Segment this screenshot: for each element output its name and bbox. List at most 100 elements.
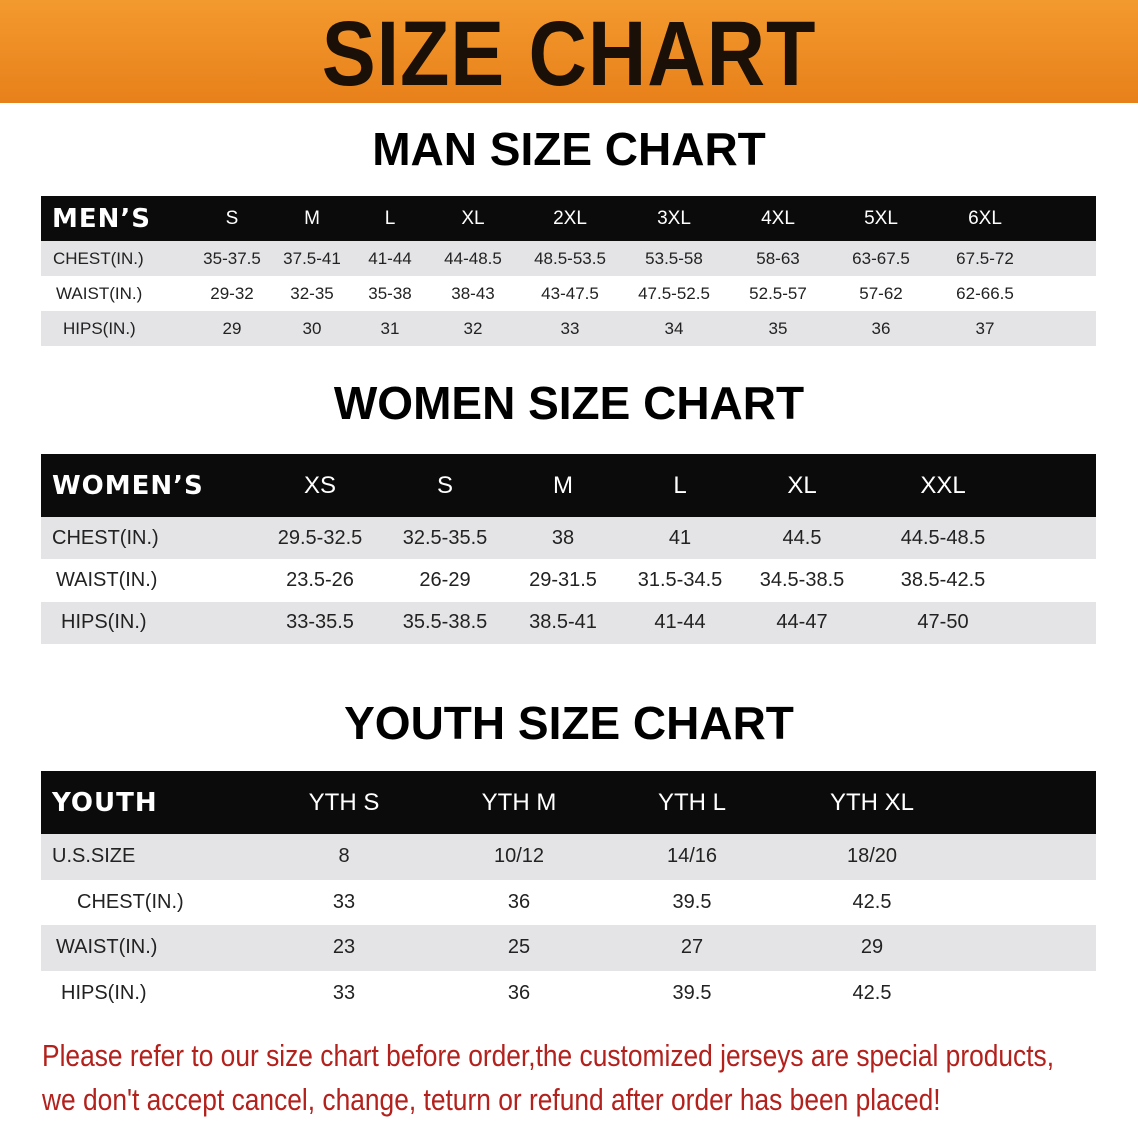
measure-value: 38-43 xyxy=(451,283,495,303)
table-label-header: MEN’S xyxy=(52,203,151,234)
measure-value: 44.5-48.5 xyxy=(900,526,986,549)
measure-value: 36 xyxy=(507,981,531,1004)
measure-value: 38.5-41 xyxy=(529,611,597,634)
size-header: L xyxy=(384,207,396,229)
measure-value: 33 xyxy=(332,981,356,1004)
measure-value: 47-50 xyxy=(917,611,969,634)
measure-value: 63-67.5 xyxy=(852,248,910,268)
measure-value: 8 xyxy=(338,845,350,868)
measure-value: 52.5-57 xyxy=(749,283,807,303)
measure-value: 34 xyxy=(664,318,684,338)
measure-value: 38 xyxy=(551,526,575,549)
measure-label: HIPS(IN.) xyxy=(61,611,147,634)
measure-value: 31 xyxy=(380,318,400,338)
table-row: CHEST(IN.) 29.5-32.5 32.5-35.5 38 41 44.5 44.5… xyxy=(41,517,1096,560)
measure-value: 23.5-26 xyxy=(286,568,354,591)
table-row: WAIST(IN.) 23 25 27 29 xyxy=(41,925,1096,971)
women-header-row: WOMEN’S XS S M L XL XXL xyxy=(41,454,1096,517)
measure-value: 29 xyxy=(222,318,242,338)
table-row: CHEST(IN.) 35-37.5 37.5-41 41-44 44-48.5 48.5… xyxy=(41,241,1096,276)
youth-section-title: YOUTH SIZE CHART xyxy=(344,697,794,749)
table-label-header: WOMEN’S xyxy=(52,470,204,501)
table-row: WAIST(IN.) 23.5-26 26-29 29-31.5 31.5-34.5 34… xyxy=(41,559,1096,601)
table-row: U.S.SIZE 8 10/12 14/16 18/20 xyxy=(41,834,1096,880)
measure-value: 39.5 xyxy=(672,981,712,1004)
banner-title: SIZE CHART xyxy=(321,3,817,105)
measure-value: 30 xyxy=(302,318,322,338)
measure-value: 41-44 xyxy=(368,248,412,268)
size-header: S xyxy=(436,471,454,499)
women-size-table: WOMEN’S XS S M L XL XXL CHEST(IN.) 29.5-32.5 32.5… xyxy=(41,454,1096,644)
measure-value: 39.5 xyxy=(672,890,712,913)
measure-value: 58-63 xyxy=(756,248,800,268)
measure-value: 36 xyxy=(507,890,531,913)
size-header: M xyxy=(304,207,320,229)
measure-value: 14/16 xyxy=(666,845,718,868)
measure-value: 32 xyxy=(463,318,483,338)
size-header: 4XL xyxy=(761,207,795,229)
measure-value: 32-35 xyxy=(290,283,334,303)
size-header: YTH L xyxy=(657,788,727,816)
size-header: XL xyxy=(461,207,485,229)
measure-label: WAIST(IN.) xyxy=(56,283,143,303)
table-row: HIPS(IN.) 33 36 39.5 42.5 xyxy=(41,971,1096,1017)
size-header: XS xyxy=(303,471,337,499)
notice-line-1: Please refer to our size chart before or… xyxy=(42,1038,1055,1073)
size-header: 6XL xyxy=(968,207,1002,229)
measure-value: 35 xyxy=(768,318,788,338)
measure-value: 27 xyxy=(680,936,704,959)
table-row: HIPS(IN.) 33-35.5 35.5-38.5 38.5-41 41-44 44-… xyxy=(41,601,1096,644)
notice-line-2: we don't accept cancel, change, teturn o… xyxy=(42,1082,941,1117)
measure-value: 35-38 xyxy=(368,283,412,303)
measure-value: 36 xyxy=(871,318,891,338)
measure-value: 67.5-72 xyxy=(956,248,1014,268)
size-header: 5XL xyxy=(864,207,898,229)
measure-label: CHEST(IN.) xyxy=(77,890,184,913)
measure-value: 35.5-38.5 xyxy=(402,611,488,634)
table-row: WAIST(IN.) 29-32 32-35 35-38 38-43 43-47.5 47.… xyxy=(41,276,1096,311)
size-header: YTH XL xyxy=(829,788,915,816)
measure-value: 53.5-58 xyxy=(645,248,703,268)
size-header: L xyxy=(673,471,687,499)
measure-label: U.S.SIZE xyxy=(52,845,136,868)
size-header: M xyxy=(553,471,573,499)
men-header-row: MEN’S S M L XL 2XL 3XL 4XL 5XL 6XL xyxy=(41,196,1096,241)
measure-value: 42.5 xyxy=(852,981,892,1004)
measure-value: 25 xyxy=(507,936,531,959)
size-header: XL xyxy=(787,471,817,499)
measure-value: 48.5-53.5 xyxy=(534,248,606,268)
measure-value: 29.5-32.5 xyxy=(277,526,363,549)
youth-size-table: YOUTH YTH S YTH M YTH L YTH XL U.S.SIZE 8 10/12… xyxy=(41,771,1096,1016)
measure-label: HIPS(IN.) xyxy=(61,981,147,1004)
measure-value: 37 xyxy=(975,318,995,338)
size-header: 2XL xyxy=(553,207,587,229)
measure-value: 37.5-41 xyxy=(283,248,341,268)
table-row: CHEST(IN.) 33 36 39.5 42.5 xyxy=(41,880,1096,926)
table-label-header: YOUTH xyxy=(52,787,158,818)
measure-value: 32.5-35.5 xyxy=(402,526,488,549)
measure-label: CHEST(IN.) xyxy=(52,526,159,549)
measure-value: 29-32 xyxy=(210,283,254,303)
measure-value: 44-47 xyxy=(776,611,828,634)
measure-value: 62-66.5 xyxy=(956,283,1014,303)
measure-value: 41 xyxy=(668,526,692,549)
banner: SIZE CHART xyxy=(0,0,1138,105)
measure-value: 26-29 xyxy=(419,568,471,591)
size-header: 3XL xyxy=(657,207,691,229)
measure-value: 33 xyxy=(332,890,356,913)
women-section-title: WOMEN SIZE CHART xyxy=(333,377,805,429)
men-section-title: MAN SIZE CHART xyxy=(372,123,766,175)
measure-value: 42.5 xyxy=(852,890,892,913)
measure-label: HIPS(IN.) xyxy=(63,318,136,338)
measure-value: 33-35.5 xyxy=(286,611,354,634)
measure-value: 38.5-42.5 xyxy=(900,568,986,591)
measure-value: 29 xyxy=(860,936,884,959)
measure-value: 29-31.5 xyxy=(529,568,597,591)
measure-label: CHEST(IN.) xyxy=(53,248,144,268)
youth-header-row: YOUTH YTH S YTH M YTH L YTH XL xyxy=(41,771,1096,834)
measure-value: 44.5 xyxy=(782,526,822,549)
measure-value: 47.5-52.5 xyxy=(638,283,710,303)
measure-value: 35-37.5 xyxy=(203,248,261,268)
measure-value: 18/20 xyxy=(846,845,898,868)
measure-value: 44-48.5 xyxy=(444,248,502,268)
